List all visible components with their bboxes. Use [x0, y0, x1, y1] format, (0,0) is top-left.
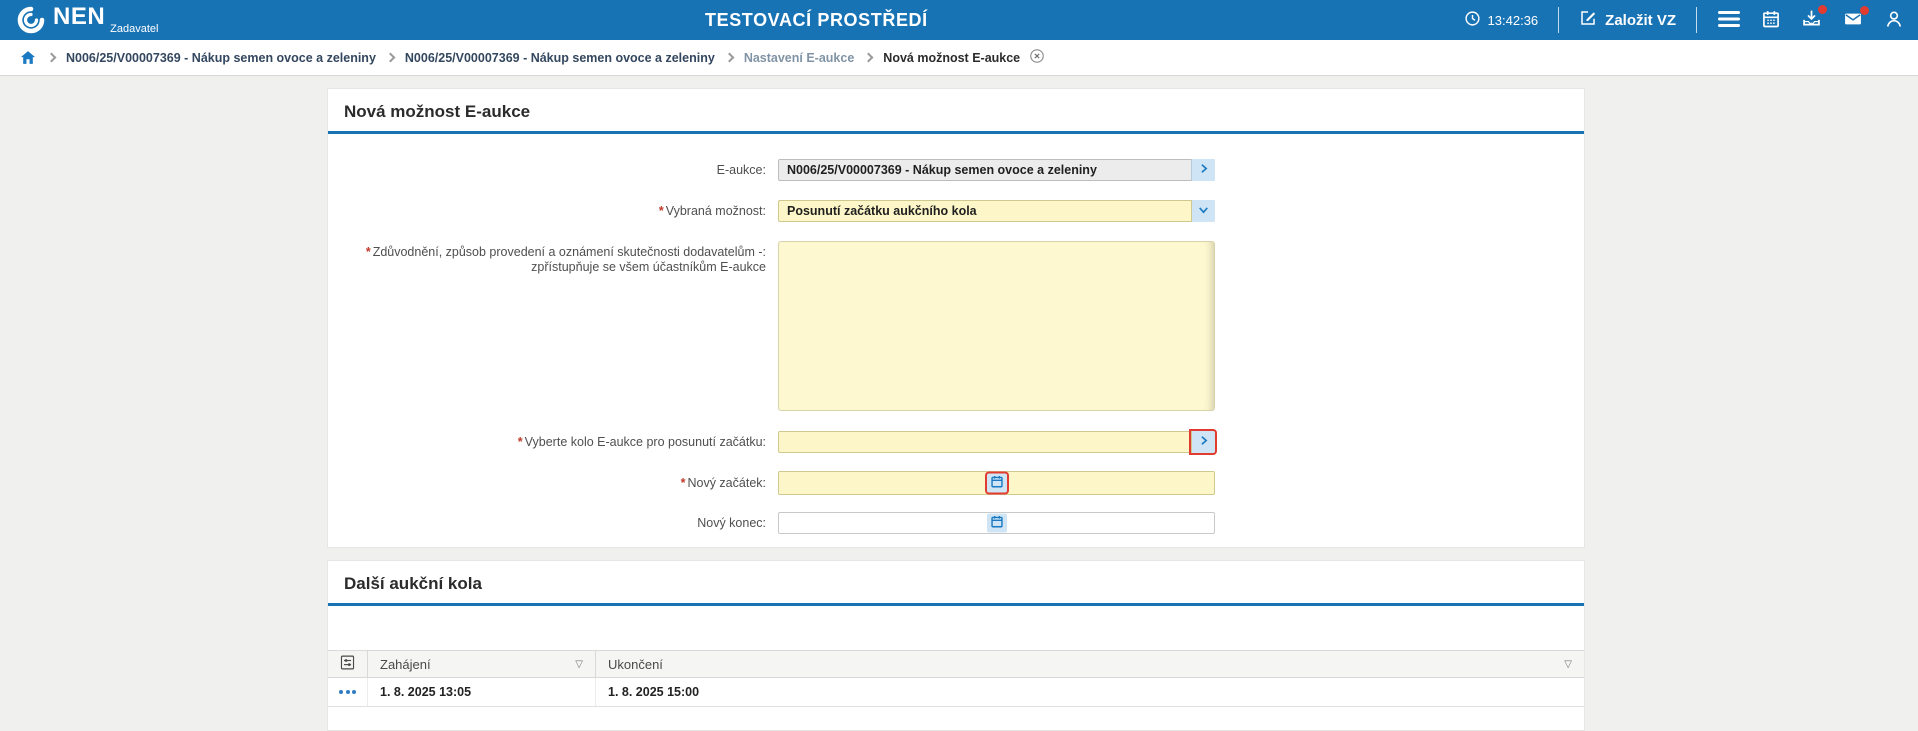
current-time: 13:42:36 [1487, 12, 1539, 28]
main-content: Nová možnost E-aukce E-aukce: N006/25/V0… [327, 88, 1585, 731]
novy-konec-label: Nový konec: [697, 516, 766, 530]
required-marker: * [517, 435, 523, 449]
clock: 13:42:36 [1464, 10, 1539, 30]
notification-dot [1818, 5, 1827, 14]
form-row-novy-zacatek: * Nový začátek: [328, 471, 1584, 495]
chevron-right-icon [1197, 162, 1210, 178]
home-icon[interactable] [19, 49, 37, 66]
chevron-right-icon [1197, 434, 1210, 450]
create-vz-button[interactable]: Založit VZ [1579, 9, 1676, 31]
zduvodneni-label: * Zdůvodnění, způsob provedení a oznámení… [365, 245, 766, 274]
table-settings-icon [339, 654, 356, 674]
form-row-novy-konec: Nový konec: [328, 512, 1584, 534]
user-button[interactable] [1884, 9, 1904, 32]
brand: NEN Zadavatel [0, 0, 158, 40]
breadcrumb-separator-icon [385, 52, 396, 63]
divider [1696, 7, 1697, 33]
notification-dot [1860, 5, 1869, 15]
sort-icon[interactable]: ▽ [575, 658, 583, 670]
column-settings-button[interactable] [328, 651, 368, 677]
vybrana-moznost-dropdown-button[interactable] [1191, 200, 1215, 222]
auction-rounds-panel: Další aukční kola Zahájení ▽ [327, 560, 1585, 731]
user-icon [1884, 9, 1904, 32]
panel-title: Další aukční kola [344, 574, 482, 593]
breadcrumb-separator-icon [46, 52, 57, 63]
column-header-ukonceni[interactable]: Ukončení ▽ [608, 656, 1572, 672]
new-eauction-option-panel: Nová možnost E-aukce E-aukce: N006/25/V0… [327, 88, 1585, 548]
column-header-zahajeni[interactable]: Zahájení ▽ [368, 651, 596, 677]
breadcrumb-item-3[interactable]: Nastavení E-aukce [743, 50, 855, 65]
novy-konec-datepicker-button[interactable] [986, 513, 1007, 533]
eauction-option-form: E-aukce: N006/25/V00007369 - Nákup semen… [328, 134, 1584, 534]
table-row: 1. 8. 2025 13:05 1. 8. 2025 15:00 [328, 678, 1584, 707]
form-row-vyberte-kolo: * Vyberte kolo E-aukce pro posunutí začát… [328, 431, 1584, 453]
panel-title: Nová možnost E-aukce [344, 102, 531, 121]
close-tab-button[interactable] [1029, 48, 1045, 67]
required-marker: * [658, 204, 664, 218]
form-row-vybrana-moznost: * Vybraná možnost: Posunutí začátku aukčn… [328, 200, 1584, 222]
download-icon [1801, 8, 1822, 32]
required-marker: * [365, 245, 371, 259]
menu-button[interactable] [1717, 9, 1741, 32]
vybrana-moznost-label: * Vybraná možnost: [658, 204, 766, 218]
calendar-icon [1761, 9, 1781, 32]
breadcrumb: N006/25/V00007369 - Nákup semen ovoce a … [0, 40, 1918, 76]
clock-icon [1464, 10, 1481, 30]
menu-icon [1717, 9, 1741, 32]
breadcrumb-separator-icon [863, 52, 874, 63]
novy-zacatek-label: * Nový začátek: [680, 476, 766, 490]
title-rule [328, 131, 1584, 134]
form-row-eaukce: E-aukce: N006/25/V00007369 - Nákup semen… [328, 159, 1584, 181]
vyberte-kolo-open-button[interactable] [1191, 431, 1215, 453]
mail-icon [1842, 9, 1864, 32]
divider [1558, 7, 1560, 33]
form-row-zduvodneni: * Zdůvodnění, způsob provedení a oznámení… [328, 241, 1584, 411]
cell-ukonceni: 1. 8. 2025 15:00 [608, 685, 700, 699]
breadcrumb-item-2[interactable]: N006/25/V00007369 - Nákup semen ovoce a … [404, 50, 715, 65]
vyberte-kolo-field[interactable] [778, 431, 1215, 453]
vyberte-kolo-label: * Vyberte kolo E-aukce pro posunutí začát… [517, 435, 766, 449]
table-header-row: Zahájení ▽ Ukončení ▽ [328, 650, 1584, 678]
calendar-button[interactable] [1761, 9, 1781, 32]
eaukce-label: E-aukce: [716, 163, 766, 177]
sort-icon[interactable]: ▽ [1564, 658, 1572, 670]
messages-button[interactable] [1842, 5, 1869, 32]
eaukce-field[interactable]: N006/25/V00007369 - Nákup semen ovoce a … [778, 159, 1215, 181]
chevron-down-icon [1197, 203, 1210, 219]
vybrana-moznost-select[interactable]: Posunutí začátku aukčního kola [778, 200, 1215, 222]
breadcrumb-item-current: Nová možnost E-aukce [883, 50, 1021, 65]
justification-textarea[interactable] [778, 241, 1215, 411]
edit-icon [1579, 9, 1597, 31]
top-header: NEN Zadavatel TESTOVACÍ PROSTŘEDÍ 13:42:… [0, 0, 1918, 40]
create-vz-label: Založit VZ [1605, 11, 1676, 29]
title-rule [328, 603, 1584, 606]
calendar-icon [990, 515, 1004, 532]
breadcrumb-item-1[interactable]: N006/25/V00007369 - Nákup semen ovoce a … [66, 50, 376, 65]
close-circle-icon [1029, 48, 1045, 67]
downloads-button[interactable] [1801, 5, 1827, 32]
topbar-actions: 13:42:36 Založit VZ [1464, 0, 1904, 40]
row-actions-button[interactable] [328, 678, 368, 706]
more-actions-icon [339, 690, 356, 694]
cell-zahajeni: 1. 8. 2025 13:05 [368, 678, 596, 706]
brand-role-label: Zadavatel [110, 23, 159, 35]
novy-zacatek-datepicker-button[interactable] [986, 473, 1007, 493]
eaukce-open-button[interactable] [1191, 159, 1215, 181]
rounds-table: Zahájení ▽ Ukončení ▽ 1. 8. 2025 13:05 1… [328, 650, 1584, 707]
nen-logo-icon [16, 0, 46, 40]
environment-title: TESTOVACÍ PROSTŘEDÍ [705, 10, 928, 30]
brand-name: NEN [53, 3, 106, 30]
breadcrumb-separator-icon [724, 52, 735, 63]
required-marker: * [680, 476, 686, 490]
calendar-icon [990, 475, 1004, 492]
